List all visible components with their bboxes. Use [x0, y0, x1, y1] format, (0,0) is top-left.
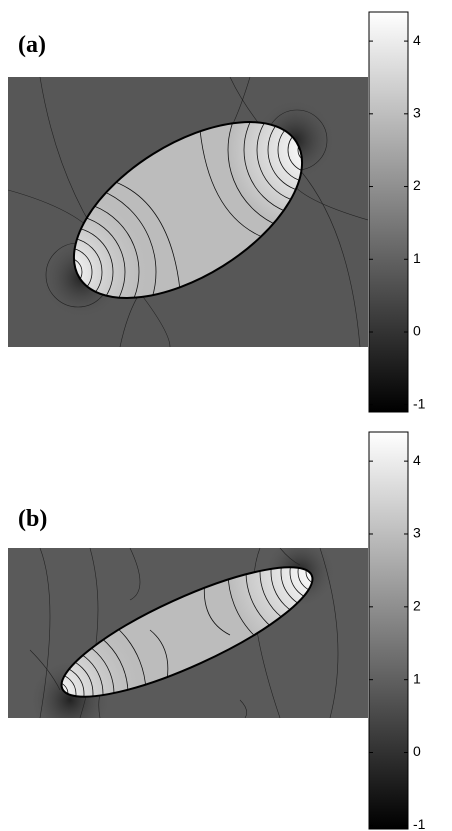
contour-plot	[8, 77, 368, 347]
tick-label: 0	[413, 323, 421, 339]
colorbar	[368, 11, 409, 413]
colorbar	[368, 431, 409, 830]
panel-label: (a)	[18, 32, 46, 58]
tick-label: -1	[413, 395, 426, 411]
tick-label: 1	[413, 670, 421, 686]
tick-label: 3	[413, 105, 421, 121]
tick-label: 3	[413, 525, 421, 541]
tick-label: 4	[413, 452, 421, 468]
panel-label: (b)	[18, 506, 47, 532]
contour-plot	[8, 548, 368, 718]
tick-label: 1	[413, 250, 421, 266]
tick-label: -1	[413, 816, 426, 831]
tick-label: 4	[413, 32, 421, 48]
tick-label: 2	[413, 177, 421, 193]
tick-label: 2	[413, 598, 421, 614]
tick-label: 0	[413, 743, 421, 759]
